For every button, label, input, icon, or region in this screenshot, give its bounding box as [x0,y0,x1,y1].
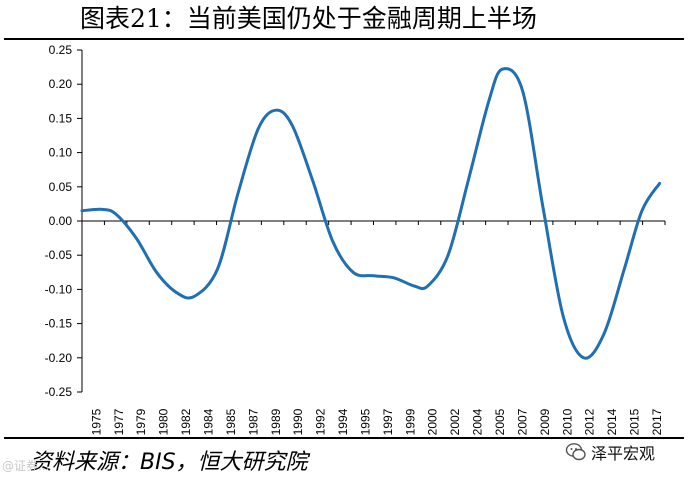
y-tick-label: -0.10 [45,282,73,296]
x-tick-label: 1999 [403,408,417,435]
y-tick-label: -0.20 [45,351,73,365]
x-tick-label: 1997 [381,408,395,435]
x-tick-label: 1992 [314,408,328,435]
x-tick-label: 2010 [560,408,574,435]
x-tick-label: 1987 [246,408,260,435]
y-tick-label: 0.05 [49,180,73,194]
source-rule [4,437,684,439]
series-line [80,67,662,360]
x-tick-label: 2007 [515,408,529,435]
chart-title: 图表21：当前美国仍处于金融周期上半场 [80,4,537,33]
source-note: 资料来源：BIS，恒大研究院 [30,450,308,475]
x-tick-label: 2012 [583,408,597,435]
y-axis: 0.25 0.20 0.15 0.10 0.05 0.00 -0.05 -0.10 -0.15 -… [45,43,83,399]
x-tick-label: 2009 [538,408,552,435]
x-tick-label: 1975 [89,408,103,435]
x-tick-label: 2014 [605,408,619,435]
watermark-text: 泽平宏观 [591,444,656,463]
y-tick-label: -0.05 [45,248,73,262]
x-tick-label: 1984 [201,408,215,435]
y-tick-label: 0.20 [49,77,73,91]
line-chart: 0.25 0.20 0.15 0.10 0.05 0.00 -0.05 -0.10 -0.15 -… [45,43,666,435]
y-tick-label: 0.10 [49,146,73,160]
x-tick-label: 1977 [112,408,126,435]
x-tick-label: 1980 [157,408,171,435]
x-tick-label: 1989 [269,408,283,435]
x-tick-label: 1995 [358,408,372,435]
x-axis: 1975 1977 1979 1980 1982 1984 1985 1987 1989 1990… [81,220,666,435]
y-tick-label: 0.25 [49,43,73,57]
y-tick-label: 0.15 [49,111,73,125]
x-tick-label: 2000 [426,408,440,435]
x-tick-label: 2017 [650,408,664,435]
y-tick-label: -0.15 [45,317,73,331]
x-tick-label: 1979 [134,408,148,435]
x-tick-label: 2015 [628,408,642,435]
x-tick-label: 2005 [493,408,507,435]
series-layer [80,67,662,360]
title-rule [4,38,684,40]
x-tick-label: 1985 [224,408,238,435]
wechat-icon [565,443,586,461]
y-tick-label: -0.25 [45,385,73,399]
x-tick-label: 2002 [448,408,462,435]
x-tick-label: 1990 [291,408,305,435]
x-tick-label: 1982 [179,408,193,435]
watermark: 泽平宏观 [565,440,655,464]
x-tick-label: 2004 [471,408,485,435]
y-tick-label: 0.00 [49,214,73,228]
faint-watermark: @证券... [2,459,50,473]
x-tick-label: 1994 [336,408,350,435]
